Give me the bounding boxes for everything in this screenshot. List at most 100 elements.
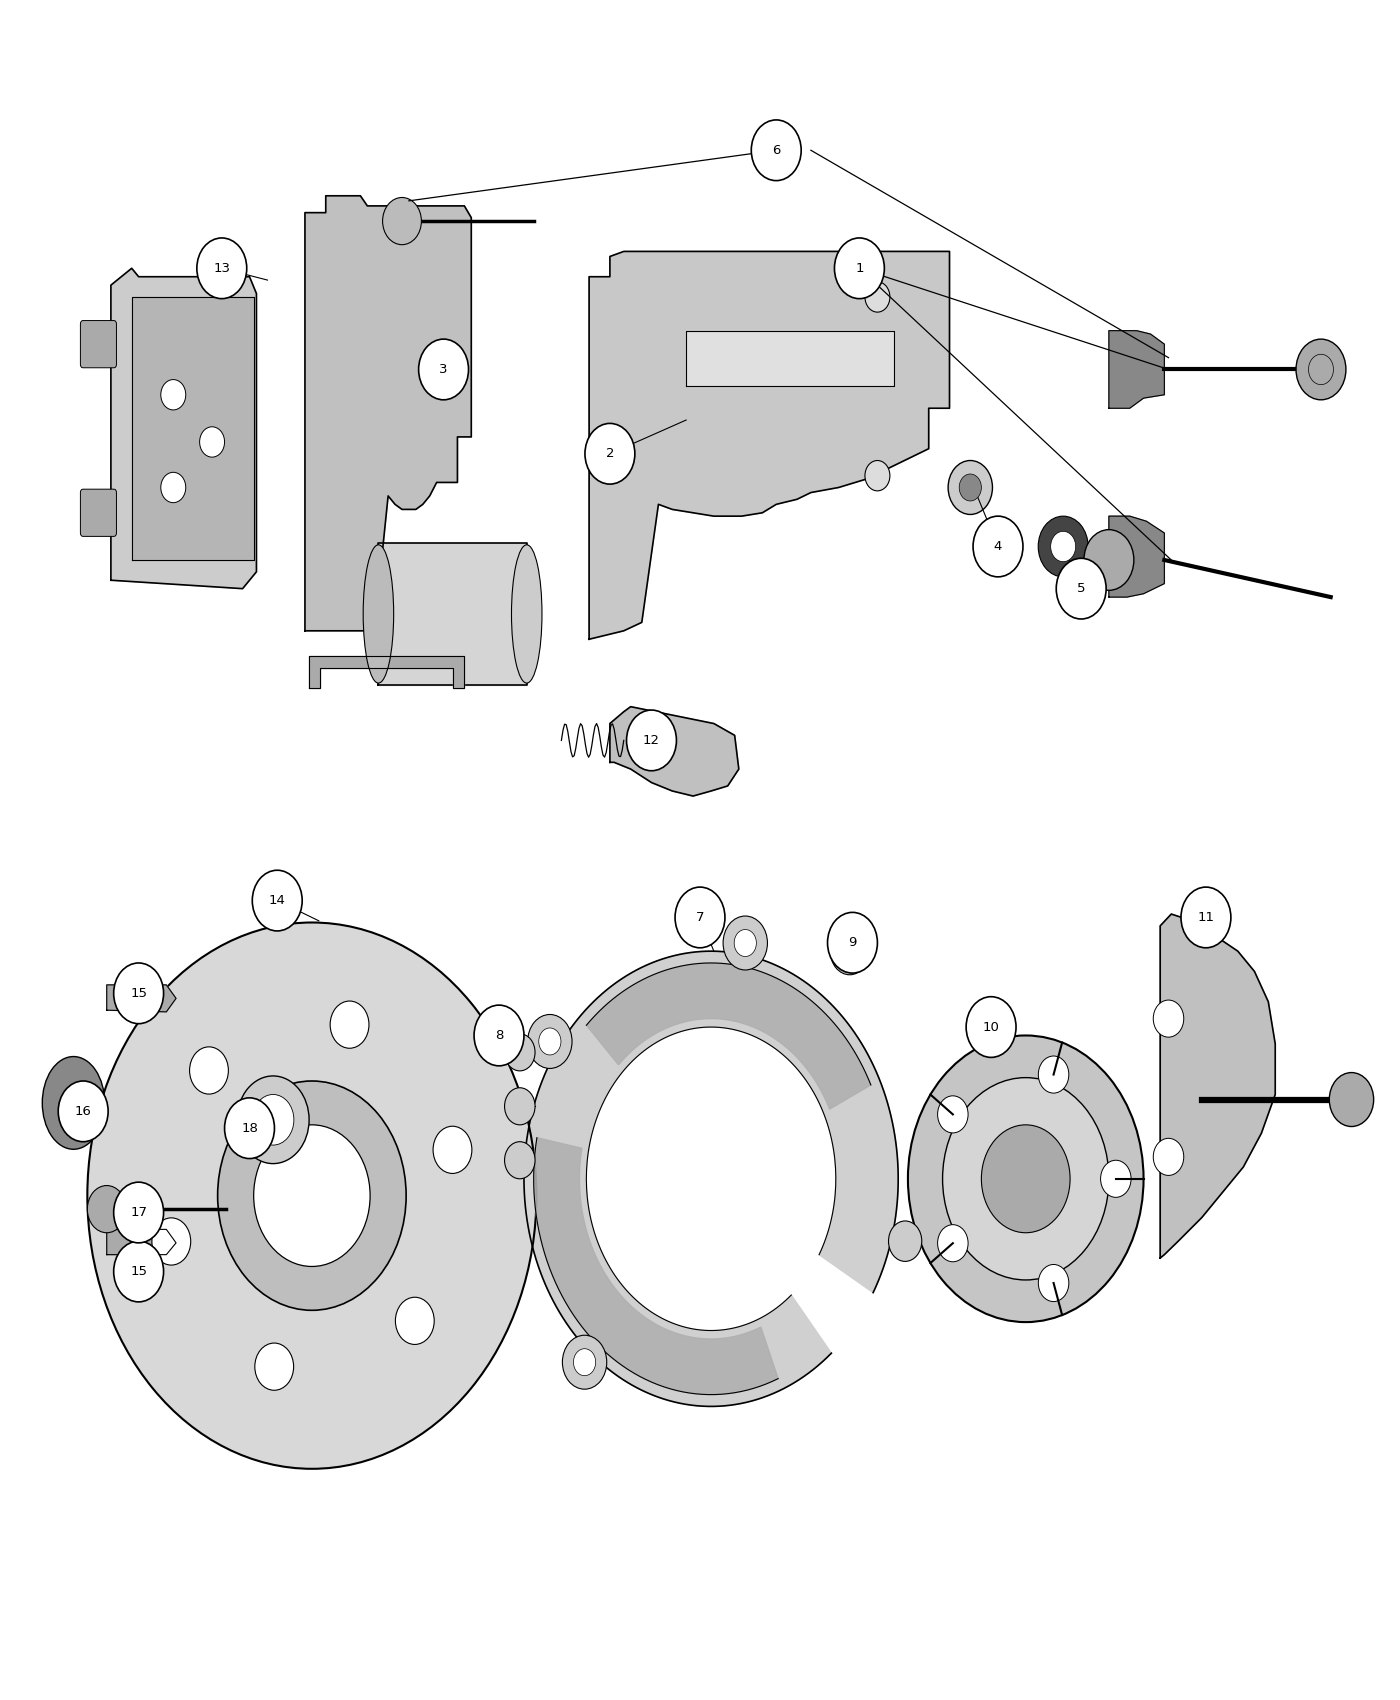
Circle shape — [1050, 532, 1075, 561]
Circle shape — [830, 928, 869, 974]
Text: 15: 15 — [130, 986, 147, 1000]
Circle shape — [948, 461, 993, 515]
Circle shape — [1084, 530, 1134, 590]
Polygon shape — [1109, 517, 1165, 597]
Circle shape — [217, 1081, 406, 1311]
Circle shape — [330, 1001, 370, 1049]
Polygon shape — [1161, 915, 1275, 1258]
Circle shape — [200, 427, 224, 457]
Circle shape — [722, 916, 767, 971]
Circle shape — [113, 1182, 164, 1243]
Text: 12: 12 — [643, 734, 659, 746]
Text: 3: 3 — [440, 364, 448, 376]
Text: 2: 2 — [606, 447, 615, 461]
Circle shape — [539, 1028, 561, 1056]
Circle shape — [834, 238, 885, 299]
Circle shape — [87, 1185, 126, 1232]
Circle shape — [1154, 1000, 1184, 1037]
Circle shape — [627, 711, 676, 770]
Circle shape — [237, 1076, 309, 1163]
Text: 6: 6 — [771, 144, 780, 156]
Circle shape — [959, 474, 981, 502]
Circle shape — [419, 338, 469, 400]
Polygon shape — [524, 952, 899, 1406]
Circle shape — [504, 1142, 535, 1178]
Circle shape — [752, 121, 801, 180]
Circle shape — [574, 1348, 595, 1375]
Circle shape — [59, 1081, 108, 1142]
Circle shape — [433, 1125, 472, 1173]
Circle shape — [113, 962, 164, 1023]
Circle shape — [504, 1034, 535, 1071]
Circle shape — [161, 379, 186, 410]
Polygon shape — [106, 1229, 176, 1255]
Circle shape — [1039, 1265, 1068, 1302]
Circle shape — [938, 1096, 967, 1132]
Polygon shape — [610, 707, 739, 796]
Polygon shape — [589, 252, 949, 639]
Circle shape — [865, 282, 890, 313]
FancyBboxPatch shape — [80, 490, 116, 537]
Circle shape — [865, 461, 890, 491]
Text: 13: 13 — [213, 262, 230, 275]
Circle shape — [973, 517, 1023, 576]
Text: 11: 11 — [1197, 911, 1214, 923]
Circle shape — [504, 1088, 535, 1125]
Circle shape — [827, 913, 878, 972]
Circle shape — [734, 930, 756, 957]
Text: 14: 14 — [269, 894, 286, 908]
Circle shape — [966, 996, 1016, 1057]
Ellipse shape — [42, 1056, 105, 1149]
Polygon shape — [587, 962, 871, 1108]
FancyBboxPatch shape — [80, 321, 116, 367]
Circle shape — [528, 1015, 573, 1068]
Circle shape — [1039, 517, 1088, 576]
Text: 17: 17 — [130, 1205, 147, 1219]
Circle shape — [382, 197, 421, 245]
Circle shape — [87, 923, 536, 1469]
Circle shape — [938, 1224, 967, 1261]
Circle shape — [942, 1078, 1109, 1280]
Polygon shape — [132, 298, 253, 559]
Ellipse shape — [511, 544, 542, 683]
Text: 7: 7 — [696, 911, 704, 923]
Circle shape — [153, 1217, 190, 1265]
Circle shape — [1296, 338, 1345, 400]
Polygon shape — [533, 1137, 778, 1394]
Text: 10: 10 — [983, 1020, 1000, 1034]
Circle shape — [1182, 887, 1231, 949]
Circle shape — [909, 1035, 1144, 1323]
Circle shape — [675, 887, 725, 949]
Circle shape — [255, 1343, 294, 1391]
Circle shape — [189, 1047, 228, 1095]
Text: 15: 15 — [130, 1265, 147, 1278]
Text: 8: 8 — [494, 1028, 503, 1042]
Circle shape — [1039, 1056, 1068, 1093]
Circle shape — [1056, 558, 1106, 619]
Ellipse shape — [363, 544, 393, 683]
Circle shape — [585, 423, 634, 484]
Circle shape — [981, 1125, 1070, 1232]
Circle shape — [252, 870, 302, 932]
Circle shape — [1154, 1139, 1184, 1175]
Circle shape — [395, 1297, 434, 1345]
Polygon shape — [1109, 332, 1165, 408]
Polygon shape — [305, 196, 472, 631]
Circle shape — [252, 1095, 294, 1146]
Circle shape — [161, 473, 186, 503]
Circle shape — [197, 238, 246, 299]
Text: 4: 4 — [994, 541, 1002, 552]
Circle shape — [889, 1221, 921, 1261]
Text: 18: 18 — [241, 1122, 258, 1134]
Circle shape — [224, 1098, 274, 1159]
Polygon shape — [686, 332, 895, 386]
Circle shape — [563, 1334, 606, 1389]
Polygon shape — [111, 269, 256, 588]
Circle shape — [1329, 1073, 1373, 1127]
Circle shape — [475, 1005, 524, 1066]
Polygon shape — [106, 984, 176, 1012]
Text: 1: 1 — [855, 262, 864, 275]
Polygon shape — [378, 542, 526, 685]
Text: 9: 9 — [848, 937, 857, 949]
Circle shape — [1100, 1159, 1131, 1197]
